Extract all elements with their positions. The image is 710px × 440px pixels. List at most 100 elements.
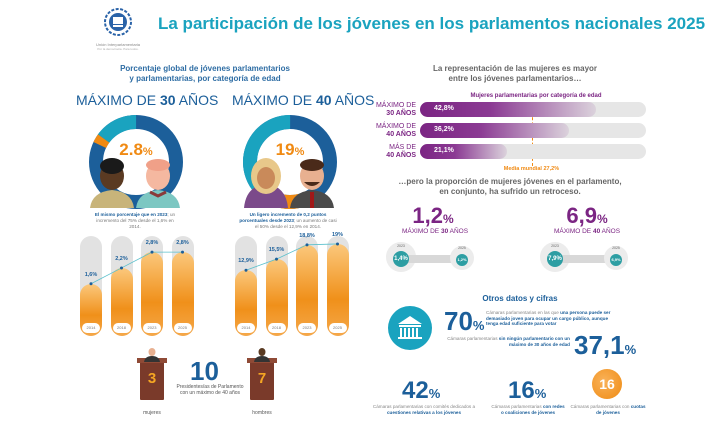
org-name: Unión Interparlamentaria <box>95 42 141 47</box>
decline30-year2: 2025 <box>458 246 466 250</box>
fact-42-value: 42% <box>402 374 440 405</box>
fact-16-value: 16% <box>508 374 546 405</box>
cat30-note-bold: El mismo porcentaje que en 2023 <box>94 212 168 217</box>
globe-icon: 16 <box>592 369 622 399</box>
cat40-line <box>245 243 338 271</box>
fact-371-unit: % <box>624 342 637 357</box>
cat30-year-label: 2014 <box>82 323 100 333</box>
donut-30-unit: % <box>142 146 153 158</box>
decline30-label: MÁXIMO DE 30 AÑOS <box>385 228 485 235</box>
decline30-value: 1,2% <box>398 203 468 229</box>
decline40-connector <box>554 255 614 263</box>
women-bar-row: 21,1% <box>420 144 646 159</box>
fact-16-plain: Cámaras parlamentarias <box>491 404 543 409</box>
men-label: hombres <box>252 410 272 416</box>
world-average-label: Media mundial 27,2% <box>503 166 560 172</box>
donut-40-unit: % <box>294 146 305 158</box>
presidents-caption: Presidentes/as de Parlamento con un máxi… <box>170 384 250 396</box>
fact-16-bold: con redes o coaliciones de jóvenes <box>500 404 565 415</box>
page-title: La participación de los jóvenes en los p… <box>158 14 706 33</box>
cat40-year-label: 2025 <box>328 323 347 333</box>
left-section-title-line1: Porcentaje global de jóvenes parlamentar… <box>120 64 290 73</box>
chart-40-trend: 2014 12,9% 2018 15,5% 2023 18,8% 2025 19% <box>235 232 351 336</box>
cat30-point <box>89 282 93 286</box>
fact-371-text: Cámaras parlamentarias sin ningún parlam… <box>440 336 570 347</box>
cat30-suffix: AÑOS <box>175 92 219 108</box>
donut-30 <box>89 115 183 209</box>
fact-42-unit: % <box>428 386 441 401</box>
woman-speaker-icon <box>144 348 160 362</box>
cat30-value-label: 2,8% <box>176 240 189 247</box>
category-40-heading: MÁXIMO DE 40 AÑOS <box>232 92 374 108</box>
young-people-illustration-30 <box>90 158 180 208</box>
cat40-bar-fill <box>326 243 349 336</box>
women-bar-value: 21,1% <box>434 147 454 154</box>
decline30-prefix: MÁXIMO DE <box>401 228 441 235</box>
cat30-year-label: 2018 <box>112 323 131 333</box>
fact-70-plain: Cámaras parlamentarias en las que <box>486 310 561 315</box>
fact-16-unit: % <box>534 386 547 401</box>
cat30-point <box>120 266 123 270</box>
women-bars-title: Mujeres parlamentarias por categoría de … <box>470 93 602 99</box>
cat40-point <box>244 268 248 272</box>
parliament-emblem-icon <box>104 8 132 36</box>
cat30-value-label: 1,6% <box>84 271 98 278</box>
cat40-bar-2025: 2025 <box>326 236 349 336</box>
cat40-bar-fill <box>235 270 257 336</box>
decline40-value: 6,9% <box>552 203 622 229</box>
fact-70-value: 70% <box>444 306 484 337</box>
men-presidents-count: 7 <box>257 370 267 387</box>
decline-text: …pero la proporción de mujeres jóvenes e… <box>390 177 630 197</box>
cat40-point <box>336 242 339 246</box>
donut-30-actual-arc <box>89 115 183 209</box>
fact-70-bold: una persona puede ser demasiado joven pa… <box>486 310 611 327</box>
decline40-year2: 2025 <box>612 246 620 250</box>
women-bar-value: 42,8% <box>434 105 454 112</box>
fact-42-number: 42 <box>402 377 429 404</box>
decline30-suffix: AÑOS <box>448 228 469 235</box>
cat30-year-label: 2025 <box>173 323 192 333</box>
fact-42-text: Cámaras parlamentarias con comités dedic… <box>366 404 482 415</box>
chart-30-trend: 2014 1,6% 2018 2,2% 2023 2,8% 2025 2,8% <box>80 236 196 336</box>
women-label: mujeres <box>143 410 161 416</box>
donut-40-number: 19 <box>275 140 295 159</box>
category-30-heading: MÁXIMO DE 30 AÑOS <box>76 92 218 108</box>
presidents-caption-line1: Presidentes/as de Parlamento <box>176 384 244 390</box>
decline40-value1: 7,9% <box>547 251 563 267</box>
cat30-value-label: 2,2% <box>115 255 128 262</box>
cat30-prefix: MÁXIMO DE <box>76 92 161 108</box>
decline-text-line2: en conjunto, ha sufrido un retroceso. <box>439 187 581 196</box>
women-bar-label: MÁXIMO DE 40 AÑOS <box>375 123 416 138</box>
decline30-value2: 1,2% <box>456 254 468 266</box>
decline30-unit: % <box>442 212 454 226</box>
fact-70-text: Cámaras parlamentarias en las que una pe… <box>486 310 616 327</box>
cat40-point <box>305 243 309 247</box>
fact-371-value: 37,1% <box>574 330 636 361</box>
cat40-value-label: 15,5% <box>268 247 285 254</box>
decline40-unit: % <box>596 212 608 226</box>
decline30-value1: 1,4% <box>393 251 409 267</box>
decline40-value2: 6,9% <box>610 254 622 266</box>
decline40-label: MÁXIMO DE 40 AÑOS <box>537 228 637 235</box>
fact-42-bold: cuestiones relativas a los jóvenes <box>386 409 462 415</box>
left-section-title-line2: y parlamentarias, por categoría de edad <box>129 74 281 83</box>
man-speaker-icon <box>254 348 270 362</box>
cat30-note: El mismo porcentaje que en 2023; un incr… <box>92 212 178 230</box>
cat40-prefix: MÁXIMO DE <box>232 92 317 108</box>
cat30-trend-line <box>89 250 184 286</box>
cat40-note-rest: ; un aumento de casi el 50% desde el 12,… <box>254 218 337 229</box>
cat40-trend-line <box>244 242 339 272</box>
decline30-number: 1,2 <box>412 203 443 228</box>
cat30-bar-2025: 2025 <box>171 236 194 336</box>
women-intro-line1: La representación de las mujeres es mayo… <box>432 64 598 73</box>
org-tagline: Por la democracia. Para todos. <box>97 47 139 51</box>
cat30-bar-fill <box>80 283 102 336</box>
young-people-illustration-40 <box>244 158 334 208</box>
women-intro-line2: entre los jóvenes parlamentarios… <box>448 74 582 83</box>
women-bar-label: MÁXIMO DE 30 AÑOS <box>375 102 416 117</box>
women-bar-row: 36,2% <box>420 123 646 138</box>
women-bar-fill <box>420 144 507 159</box>
cat40-note-bold: Un ligero incremento de 0,2 puntos porce… <box>239 212 327 223</box>
donut-30-value: 2.8% <box>106 140 166 160</box>
decline40-number: 6,9 <box>566 203 597 228</box>
